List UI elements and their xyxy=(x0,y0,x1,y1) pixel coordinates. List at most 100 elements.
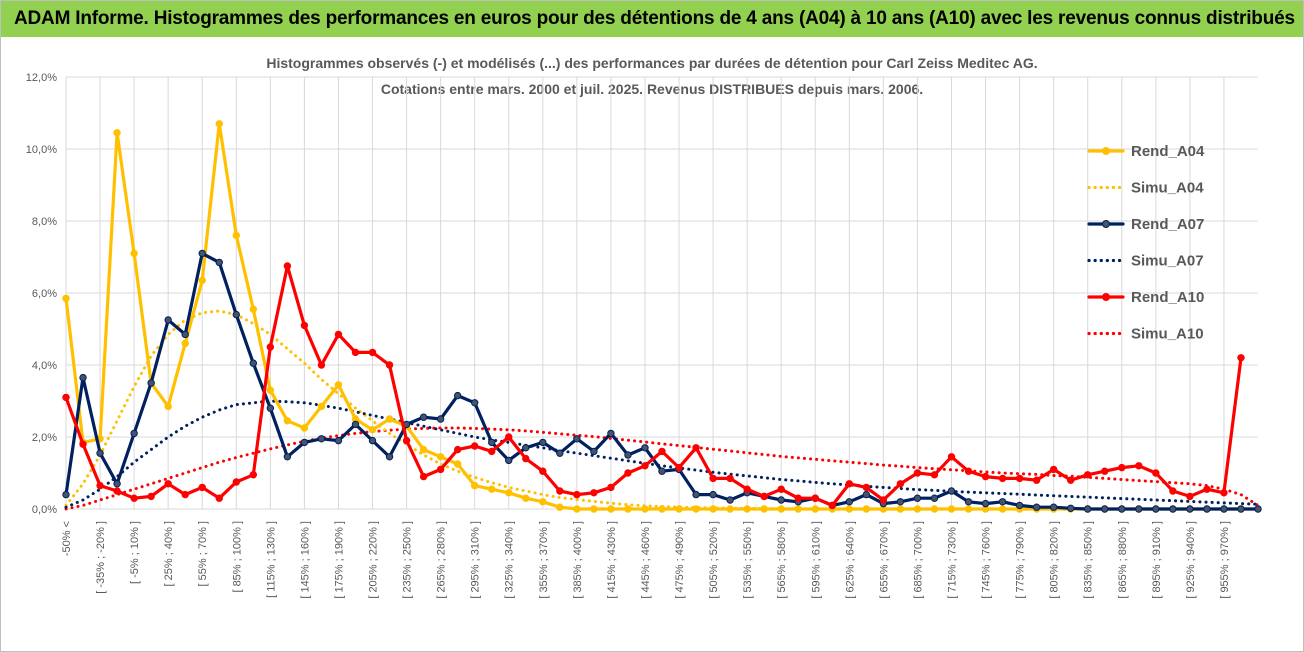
data-point-rend-a07 xyxy=(1186,505,1194,513)
data-point-rend-a10 xyxy=(147,492,155,501)
x-tick-label: [ 235% ; 250% ] xyxy=(402,521,414,599)
data-point-rend-a10 xyxy=(1186,492,1194,501)
legend-label-rend-a07: Rend_A07 xyxy=(1131,216,1204,233)
x-tick-label: [ 535% ; 550% ] xyxy=(742,521,754,599)
data-point-rend-a07 xyxy=(300,438,309,447)
x-tick-label: [ 145% ; 160% ] xyxy=(299,521,311,599)
data-point-rend-a10 xyxy=(300,321,309,330)
data-point-rend-a10 xyxy=(573,490,581,499)
chart-subtitle: Cotations entre mars. 2000 et juil. 2025… xyxy=(380,81,924,97)
data-point-rend-a07 xyxy=(232,310,240,319)
data-point-rend-a07 xyxy=(453,391,462,400)
data-point-rend-a07 xyxy=(981,499,990,508)
data-point-rend-a10 xyxy=(368,348,377,357)
data-point-rend-a10 xyxy=(249,471,258,479)
data-point-rend-a07 xyxy=(641,444,649,452)
data-point-rend-a10 xyxy=(539,467,547,475)
data-point-rend-a07 xyxy=(79,373,87,382)
data-point-rend-a07 xyxy=(896,498,905,506)
series-line-simu-a07 xyxy=(64,399,1260,509)
x-tick-label: [ 115% ; 130% ] xyxy=(265,521,277,598)
data-point-rend-a10 xyxy=(522,454,530,463)
data-point-rend-a10 xyxy=(96,481,104,490)
data-point-rend-a04 xyxy=(368,426,377,434)
x-tick-label: [ 805% ; 820% ] xyxy=(1049,521,1061,599)
data-point-rend-a10 xyxy=(1066,476,1075,484)
data-point-rend-a04 xyxy=(658,505,666,513)
data-point-rend-a04 xyxy=(590,505,598,513)
x-tick-label: [ -35% ; -20% ] xyxy=(95,521,107,594)
data-point-rend-a07 xyxy=(913,494,922,502)
data-point-rend-a10 xyxy=(998,474,1007,483)
data-point-rend-a07 xyxy=(1101,505,1109,513)
legend-label-simu-a10: Simu_A10 xyxy=(1131,326,1204,343)
data-point-rend-a10 xyxy=(896,480,905,488)
x-tick-label: [ 25% ; 40% ] xyxy=(163,521,175,586)
data-point-rend-a04 xyxy=(334,381,343,389)
data-point-rend-a04 xyxy=(436,453,445,461)
header-banner: ADAM Informe. Histogrammes des performan… xyxy=(1,1,1303,37)
data-point-rend-a10 xyxy=(1101,467,1109,475)
x-tick-label: [ 925% ; 940% ] xyxy=(1185,521,1197,599)
data-point-rend-a10 xyxy=(675,463,683,472)
data-point-rend-a04 xyxy=(283,417,292,425)
x-tick-label: [ 295% ; 310% ] xyxy=(470,521,482,599)
data-point-rend-a10 xyxy=(317,361,326,369)
data-point-rend-a04 xyxy=(181,339,189,348)
legend-marker-rend-a10 xyxy=(1102,293,1110,301)
data-point-rend-a10 xyxy=(930,471,939,479)
series-line-simu-a10 xyxy=(64,426,1260,511)
data-point-rend-a07 xyxy=(436,415,445,423)
data-point-rend-a10 xyxy=(436,465,445,474)
data-point-rend-a04 xyxy=(777,505,785,513)
data-point-rend-a04 xyxy=(215,120,223,128)
data-point-rend-a10 xyxy=(1237,354,1245,362)
x-tick-label: [ -5% ; 10% ] xyxy=(129,521,141,584)
data-point-rend-a04 xyxy=(505,489,513,497)
data-point-rend-a10 xyxy=(624,469,632,477)
data-point-rend-a04 xyxy=(164,402,172,411)
data-point-rend-a10 xyxy=(181,490,189,499)
data-point-rend-a04 xyxy=(998,505,1007,513)
data-point-rend-a04 xyxy=(317,402,326,411)
x-tick-label: [ 685% ; 700% ] xyxy=(912,521,924,599)
data-point-rend-a10 xyxy=(862,483,871,492)
x-tick-label: [ 85% ; 100% ] xyxy=(231,521,243,593)
x-tick-label: [ 445% ; 460% ] xyxy=(640,521,652,599)
data-point-rend-a07 xyxy=(1032,503,1041,511)
data-point-rend-a07 xyxy=(283,453,292,461)
x-tick-label: [ 865% ; 880% ] xyxy=(1117,521,1129,599)
data-point-rend-a07 xyxy=(317,435,326,443)
data-point-rend-a04 xyxy=(488,485,496,493)
data-point-rend-a04 xyxy=(62,294,70,303)
data-point-rend-a10 xyxy=(1220,489,1228,497)
data-point-rend-a07 xyxy=(1135,505,1143,513)
data-point-rend-a10 xyxy=(266,343,275,351)
x-tick-label: [ 475% ; 490% ] xyxy=(674,521,686,599)
data-point-rend-a04 xyxy=(419,445,428,454)
data-point-rend-a10 xyxy=(964,467,973,475)
data-point-rend-a04 xyxy=(624,505,632,513)
data-point-rend-a04 xyxy=(845,505,854,513)
data-point-rend-a07 xyxy=(1237,505,1245,513)
data-point-rend-a04 xyxy=(675,505,683,513)
x-tick-label: [ 385% ; 400% ] xyxy=(572,521,584,599)
data-point-rend-a10 xyxy=(777,485,785,493)
data-point-rend-a07 xyxy=(351,420,360,429)
data-point-rend-a07 xyxy=(488,438,496,447)
data-point-rend-a10 xyxy=(658,447,666,456)
data-point-rend-a04 xyxy=(556,503,564,511)
data-point-rend-a10 xyxy=(1032,476,1041,484)
legend-label-simu-a07: Simu_A07 xyxy=(1131,253,1204,270)
data-point-rend-a07 xyxy=(198,249,206,258)
data-point-rend-a10 xyxy=(743,485,751,493)
data-point-rend-a07 xyxy=(777,496,785,504)
data-point-rend-a04 xyxy=(113,129,121,137)
data-point-rend-a07 xyxy=(62,490,70,499)
data-point-rend-a10 xyxy=(215,494,223,502)
data-point-rend-a10 xyxy=(334,330,343,339)
data-point-rend-a10 xyxy=(419,472,428,481)
data-point-rend-a07 xyxy=(1169,505,1177,513)
data-point-rend-a07 xyxy=(862,490,871,499)
